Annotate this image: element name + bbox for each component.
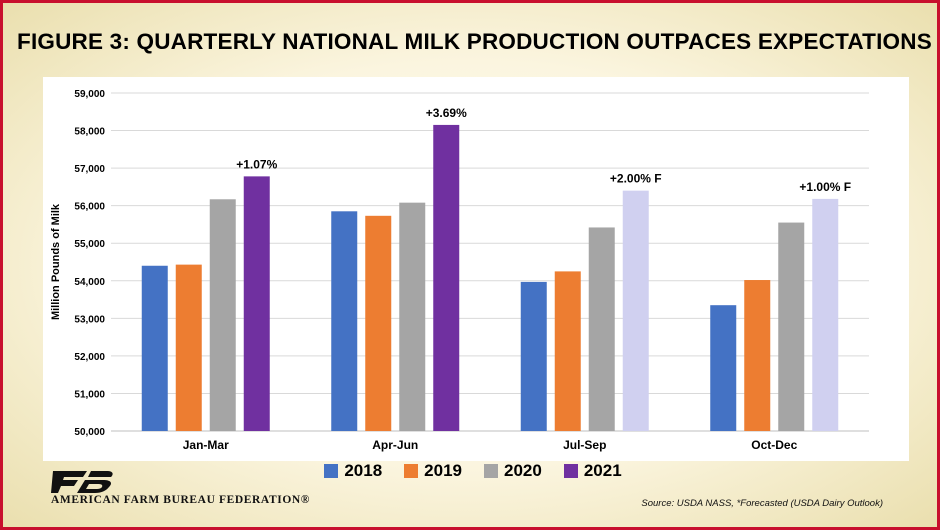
- data-label-oct-dec: +1.00% F: [799, 180, 851, 194]
- legend-item-2018: 2018: [324, 461, 382, 481]
- bar-2018-apr-jun: [331, 211, 358, 431]
- bar-2018-oct-dec: [710, 305, 737, 431]
- bar-2019-apr-jun: [365, 215, 392, 431]
- legend-swatch-2019: [404, 464, 419, 478]
- legend-swatch-2020: [484, 464, 498, 478]
- y-axis-title: Million Pounds of Milk: [50, 203, 62, 320]
- chart-panel: 50,000 51,000 52,000 53,000 54,000 55,000 56,0…: [43, 77, 909, 461]
- y-tick-label: 50,000: [74, 427, 105, 438]
- x-tick-label: Oct-Dec: [751, 438, 797, 452]
- legend-label-2021: 2021: [583, 461, 622, 480]
- bar-2021-oct-dec: [812, 198, 839, 431]
- legend-swatch-2021: [563, 464, 578, 478]
- legend-item-2019: 2019: [404, 461, 462, 481]
- y-tick-label: 59,000: [74, 89, 105, 100]
- fb-logo-icon: [51, 471, 113, 493]
- bar-2020-jan-mar: [209, 199, 236, 431]
- bar-2020-oct-dec: [778, 222, 805, 431]
- bar-2019-oct-dec: [744, 280, 771, 431]
- y-tick-label: 54,000: [74, 277, 105, 288]
- bar-2019-jan-mar: [175, 264, 202, 431]
- legend: 2018 2019 2020 2021: [3, 461, 940, 481]
- logo-text: AMERICAN FARM BUREAU FEDERATION®: [51, 494, 310, 506]
- data-label-jul-sep: +2.00% F: [610, 172, 662, 186]
- bar-chart: 50,000 51,000 52,000 53,000 54,000 55,000 56,0…: [50, 89, 869, 452]
- bar-2021-apr-jun: [433, 124, 460, 431]
- y-tick-label: 57,000: [74, 164, 105, 175]
- bar-2021-jan-mar: [243, 176, 270, 431]
- legend-label-2018: 2018: [344, 461, 383, 480]
- y-tick-label: 52,000: [74, 352, 105, 363]
- y-tick-label: 51,000: [74, 389, 105, 400]
- legend-swatch-2018: [324, 464, 339, 478]
- bar-2020-jul-sep: [588, 227, 615, 431]
- legend-label-2019: 2019: [424, 461, 462, 480]
- y-tick-label: 53,000: [74, 314, 105, 325]
- x-tick-label: Jul-Sep: [563, 438, 606, 452]
- legend-label-2020: 2020: [504, 461, 542, 480]
- data-label-jan-mar: +1.07%: [236, 157, 277, 171]
- bar-2021-jul-sep: [622, 190, 649, 431]
- data-label-apr-jun: +3.69%: [426, 106, 467, 120]
- afbf-logo: AMERICAN FARM BUREAU FEDERATION®: [51, 469, 351, 519]
- y-tick-label: 56,000: [74, 202, 105, 213]
- legend-item-2020: 2020: [484, 461, 542, 481]
- x-tick-label: Jan-Mar: [183, 438, 229, 452]
- bar-2020-apr-jun: [399, 202, 426, 431]
- legend-item-2021: 2021: [563, 461, 622, 481]
- chart-title: FIGURE 3: QUARTERLY NATIONAL MILK PRODUC…: [17, 29, 932, 54]
- bar-2018-jan-mar: [141, 265, 168, 431]
- x-tick-label: Apr-Jun: [372, 438, 418, 452]
- y-tick-label: 58,000: [74, 127, 105, 138]
- source-note: Source: USDA NASS, *Forecasted (USDA Dai…: [641, 498, 883, 509]
- bar-2018-jul-sep: [520, 281, 547, 431]
- y-tick-label: 55,000: [74, 239, 105, 250]
- bar-2019-jul-sep: [554, 271, 581, 431]
